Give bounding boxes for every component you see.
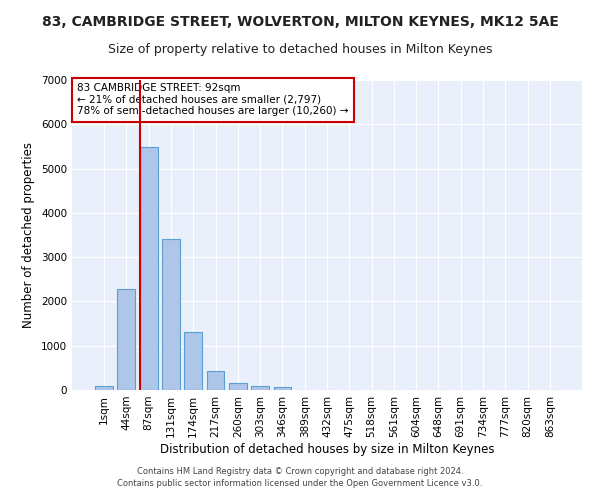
Bar: [184, 332, 202, 390]
Text: 83 CAMBRIDGE STREET: 92sqm
← 21% of detached houses are smaller (2,797)
78% of s: 83 CAMBRIDGE STREET: 92sqm ← 21% of deta…: [77, 83, 349, 116]
Bar: [95, 386, 113, 390]
X-axis label: Distribution of detached houses by size in Milton Keynes: Distribution of detached houses by size …: [160, 442, 494, 456]
Text: Contains HM Land Registry data © Crown copyright and database right 2024.
Contai: Contains HM Land Registry data © Crown c…: [118, 466, 482, 487]
Bar: [251, 386, 269, 390]
Y-axis label: Number of detached properties: Number of detached properties: [22, 142, 35, 328]
Bar: [162, 238, 180, 390]
Bar: [140, 148, 158, 390]
Bar: [206, 370, 224, 390]
Bar: [118, 289, 136, 390]
Bar: [274, 387, 292, 390]
Text: 83, CAMBRIDGE STREET, WOLVERTON, MILTON KEYNES, MK12 5AE: 83, CAMBRIDGE STREET, WOLVERTON, MILTON …: [41, 15, 559, 29]
Bar: [229, 382, 247, 390]
Text: Size of property relative to detached houses in Milton Keynes: Size of property relative to detached ho…: [108, 42, 492, 56]
